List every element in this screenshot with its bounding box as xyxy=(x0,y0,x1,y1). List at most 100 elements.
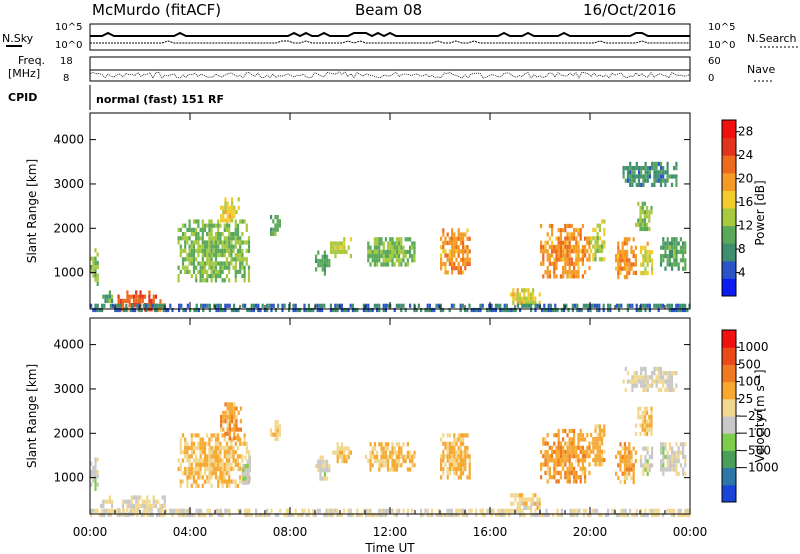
range-cell xyxy=(564,236,567,241)
range-cell xyxy=(462,261,465,267)
range-cell xyxy=(203,265,207,270)
range-cell xyxy=(440,437,443,442)
range-cell xyxy=(546,466,549,471)
range-cell xyxy=(607,303,610,308)
range-cell xyxy=(618,307,621,313)
range-cell xyxy=(642,174,645,179)
range-cell xyxy=(233,431,236,436)
range-cell xyxy=(387,454,390,459)
range-cell xyxy=(329,307,332,313)
range-cell xyxy=(426,508,429,513)
range-cell xyxy=(387,303,390,308)
range-cell xyxy=(643,222,646,227)
range-cell xyxy=(557,479,560,484)
range-cell xyxy=(622,174,625,179)
range-cell xyxy=(594,236,597,241)
range-cell xyxy=(470,508,473,513)
range-cell xyxy=(646,250,649,255)
range-cell xyxy=(564,223,567,229)
range-cell xyxy=(223,236,226,241)
range-cell xyxy=(272,219,275,224)
range-cell xyxy=(559,458,562,463)
range-cell xyxy=(184,454,187,459)
range-cell xyxy=(457,236,460,241)
velocity-colorbar-label: Velocity [m s⁻¹] xyxy=(753,369,767,462)
range-cell xyxy=(596,232,599,237)
range-cell xyxy=(648,258,651,263)
range-cell xyxy=(462,240,465,246)
range-cell xyxy=(596,453,599,458)
range-cell xyxy=(457,445,460,451)
range-cell xyxy=(442,512,445,518)
range-cell xyxy=(398,446,401,451)
range-cell xyxy=(184,248,187,253)
range-cell xyxy=(195,508,198,513)
range-cell xyxy=(341,241,344,246)
range-cell xyxy=(525,505,528,510)
range-cell xyxy=(317,463,320,469)
range-cell xyxy=(648,419,651,424)
range-cell xyxy=(551,475,554,480)
range-cell xyxy=(623,459,626,464)
range-cell xyxy=(225,265,229,270)
range-cell xyxy=(220,218,223,223)
range-cell xyxy=(651,258,654,263)
range-cell xyxy=(221,462,224,467)
range-cell xyxy=(201,265,204,270)
range-cell xyxy=(373,241,376,246)
range-cell xyxy=(234,269,237,274)
range-cell xyxy=(147,303,150,308)
range-cell xyxy=(319,463,322,469)
range-cell xyxy=(188,248,191,253)
range-cell xyxy=(626,258,629,263)
range-cell xyxy=(453,433,456,438)
range-cell xyxy=(557,228,560,233)
range-cell xyxy=(568,244,571,250)
range-cell xyxy=(444,454,447,459)
range-cell xyxy=(634,459,637,464)
range-cell xyxy=(201,450,204,455)
range-cell xyxy=(657,508,660,513)
range-cell xyxy=(336,249,339,254)
range-cell xyxy=(575,244,578,250)
range-cell xyxy=(664,178,667,183)
range-cell xyxy=(640,271,643,276)
range-cell xyxy=(623,254,626,259)
range-cell xyxy=(126,290,129,295)
range-cell xyxy=(626,166,630,171)
range-cell xyxy=(107,508,110,513)
range-cell xyxy=(619,442,622,447)
range-cell xyxy=(378,237,381,242)
range-cell xyxy=(208,508,211,513)
range-cell xyxy=(181,433,185,438)
range-cell xyxy=(555,470,558,476)
range-cell xyxy=(564,470,567,476)
range-cell xyxy=(584,466,587,471)
range-cell xyxy=(639,406,642,411)
range-cell xyxy=(210,257,213,262)
range-cell xyxy=(180,508,183,513)
range-cell xyxy=(236,445,240,451)
range-cell xyxy=(192,232,196,237)
range-cell xyxy=(186,483,189,488)
range-cell xyxy=(446,441,449,446)
range-cell xyxy=(140,512,143,518)
range-cell xyxy=(642,471,645,476)
range-cell xyxy=(666,375,669,380)
range-cell xyxy=(442,240,445,246)
range-cell xyxy=(417,303,420,308)
range-cell xyxy=(682,446,685,451)
range-cell xyxy=(338,249,341,254)
range-cell xyxy=(135,503,138,508)
range-cell xyxy=(653,379,656,384)
range-cell xyxy=(338,512,341,518)
range-cell xyxy=(312,307,315,313)
range-cell xyxy=(532,296,535,301)
range-cell xyxy=(639,431,642,437)
range-cell xyxy=(404,262,407,267)
range-cell xyxy=(102,499,105,504)
range-cell xyxy=(464,458,467,463)
range-cell xyxy=(197,232,200,237)
range-cell xyxy=(224,307,227,313)
range-cell xyxy=(217,223,220,228)
